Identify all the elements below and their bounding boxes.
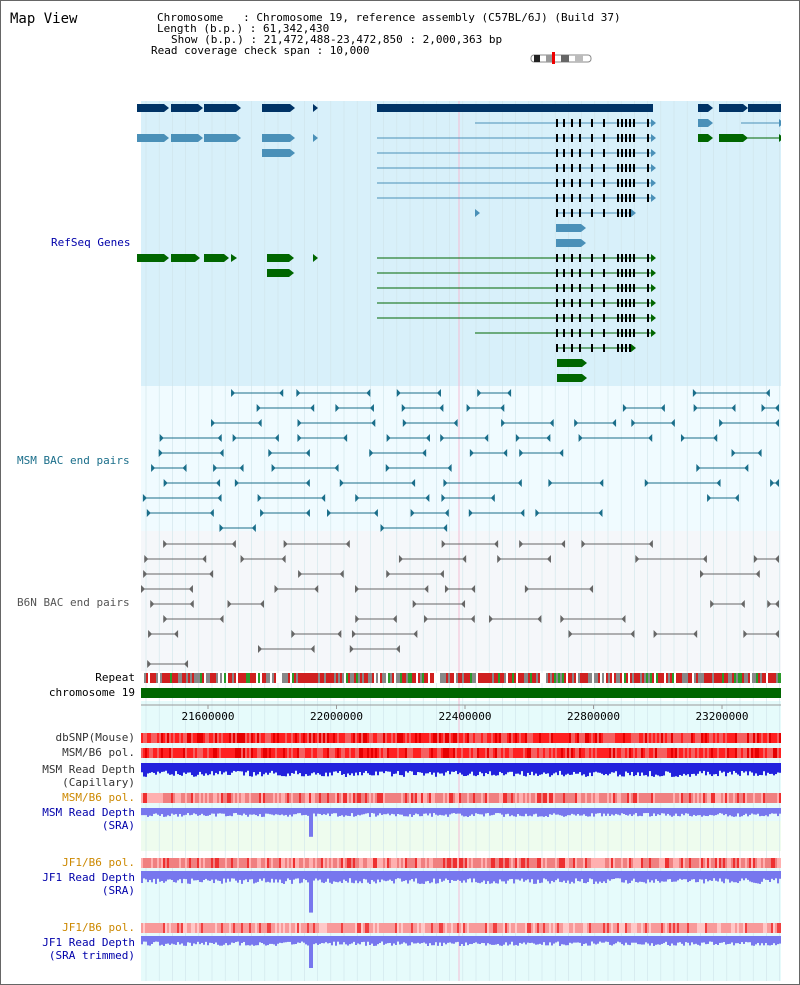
coverage-info: Read coverage check span : 10,000: [151, 44, 370, 57]
length-info: Length (b.p.) : 61,342,430: [157, 22, 330, 35]
jf1-depth-trim-sub: (SRA trimmed): [48, 949, 135, 962]
msm-bac-track-bg: [141, 386, 781, 531]
show-range-info: Show (b.p.) : 21,472,488-23,472,850 : 2,…: [171, 33, 503, 46]
refseq-label[interactable]: RefSeq Genes: [51, 236, 131, 249]
msm-depth-cap-label[interactable]: MSM Read Depth: [42, 763, 135, 776]
right-margin: [781, 101, 799, 981]
msm-bac-label[interactable]: MSM BAC end pairs: [17, 454, 130, 467]
msm-b6-pol-label[interactable]: MSM/B6 pol.: [62, 746, 135, 759]
jf1-b6-pol-label[interactable]: JF1/B6 pol.: [62, 856, 135, 869]
b6n-bac-track-bg: [141, 531, 781, 671]
axis-tick-label: 21600000: [182, 710, 235, 723]
b6n-bac-label[interactable]: B6N BAC end pairs: [17, 596, 130, 609]
chromosome-label: chromosome 19: [48, 686, 135, 699]
gap-bg: [141, 851, 781, 861]
axis-tick-label: 23200000: [696, 710, 749, 723]
grid-lines: [145, 101, 780, 981]
jf1-b6-pol2-label[interactable]: JF1/B6 pol.: [62, 921, 135, 934]
map-title: Map View: [10, 11, 78, 27]
b6n-bac-pairs[interactable]: [141, 540, 779, 668]
msm-bac-pairs[interactable]: [142, 389, 779, 532]
position-axis: 21600000 22000000 22400000 22800000 23200000: [141, 704, 781, 723]
msm-depth-cap-sub: (Capillary): [62, 776, 135, 789]
refseq-genes[interactable]: [137, 104, 786, 382]
jf1-depth-trim-label[interactable]: JF1 Read Depth: [42, 936, 135, 949]
heatmap-tracks: [141, 733, 781, 933]
msm-depth-sra-label[interactable]: MSM Read Depth: [42, 806, 135, 819]
axis-tick-label: 22400000: [439, 710, 492, 723]
axis-tick-label: 22000000: [310, 710, 363, 723]
jf1-depth-sra-sub: (SRA): [101, 884, 135, 897]
msm-b6-pol2-label[interactable]: MSM/B6 pol.: [62, 791, 135, 804]
depth-tracks: [141, 763, 781, 968]
repeat-track: [144, 673, 782, 683]
refseq-track-bg: [141, 101, 781, 386]
dbsnp-label[interactable]: dbSNP(Mouse): [55, 731, 135, 744]
msm-sra-bg: [141, 821, 781, 851]
msm-depth-sra-sub: (SRA): [101, 819, 135, 832]
jf1-depth-sra-label[interactable]: JF1 Read Depth: [42, 871, 135, 884]
chromosome-info: Chromosome : Chromosome 19, reference as…: [157, 11, 621, 24]
region-info: Chromosome : Chromosome 19, reference as…: [151, 12, 621, 56]
chromosome-bar: [141, 688, 781, 698]
chromosome-ideogram[interactable]: [530, 52, 592, 64]
axis-tick-label: 22800000: [567, 710, 620, 723]
repeat-label: Repeat: [95, 671, 135, 684]
